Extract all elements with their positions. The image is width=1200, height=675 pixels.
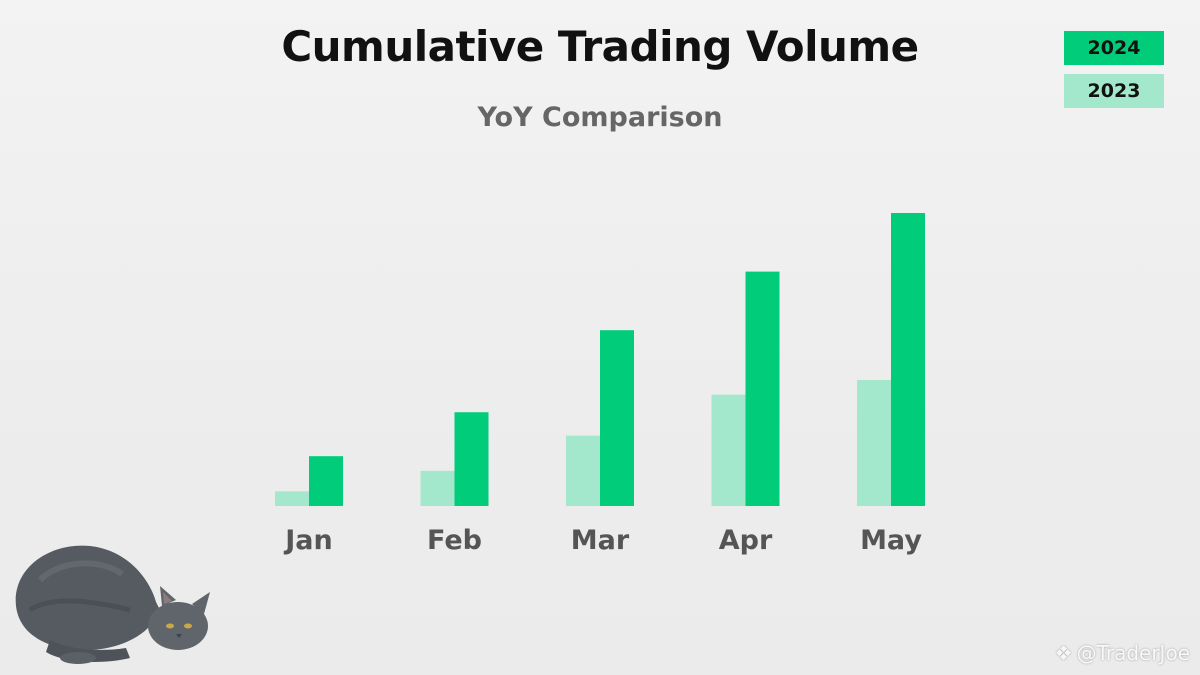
bar-2023-jan <box>275 491 309 506</box>
watermark: ❖ @TraderJoe <box>1055 641 1190 665</box>
legend: 2024 2023 <box>1064 31 1164 117</box>
bar-2023-feb <box>420 470 455 506</box>
legend-label-2024: 2024 <box>1087 37 1141 59</box>
chart-title: Cumulative Trading Volume <box>281 22 919 71</box>
x-tick-label-mar: Mar <box>571 525 630 556</box>
x-tick-label-jan: Jan <box>283 525 333 556</box>
cat-illustration <box>10 540 215 670</box>
watermark-text: @TraderJoe <box>1076 641 1190 665</box>
chart-subtitle: YoY Comparison <box>477 102 723 133</box>
bar-2023-apr <box>711 394 746 506</box>
legend-label-2023: 2023 <box>1087 80 1141 102</box>
binance-diamond-icon: ❖ <box>1054 641 1073 665</box>
bar-2023-mar <box>566 435 600 506</box>
bar-2024-apr <box>745 271 780 506</box>
bar-2023-may <box>857 380 891 506</box>
x-tick-label-feb: Feb <box>427 525 482 556</box>
legend-item-2024: 2024 <box>1064 31 1164 65</box>
bar-2024-jan <box>309 456 343 506</box>
bar-2024-may <box>891 213 925 506</box>
legend-item-2023: 2023 <box>1064 74 1164 108</box>
x-tick-label-may: May <box>860 525 922 556</box>
bar-2024-feb <box>454 412 489 506</box>
x-tick-label-apr: Apr <box>719 525 773 556</box>
bar-2024-mar <box>600 330 634 506</box>
